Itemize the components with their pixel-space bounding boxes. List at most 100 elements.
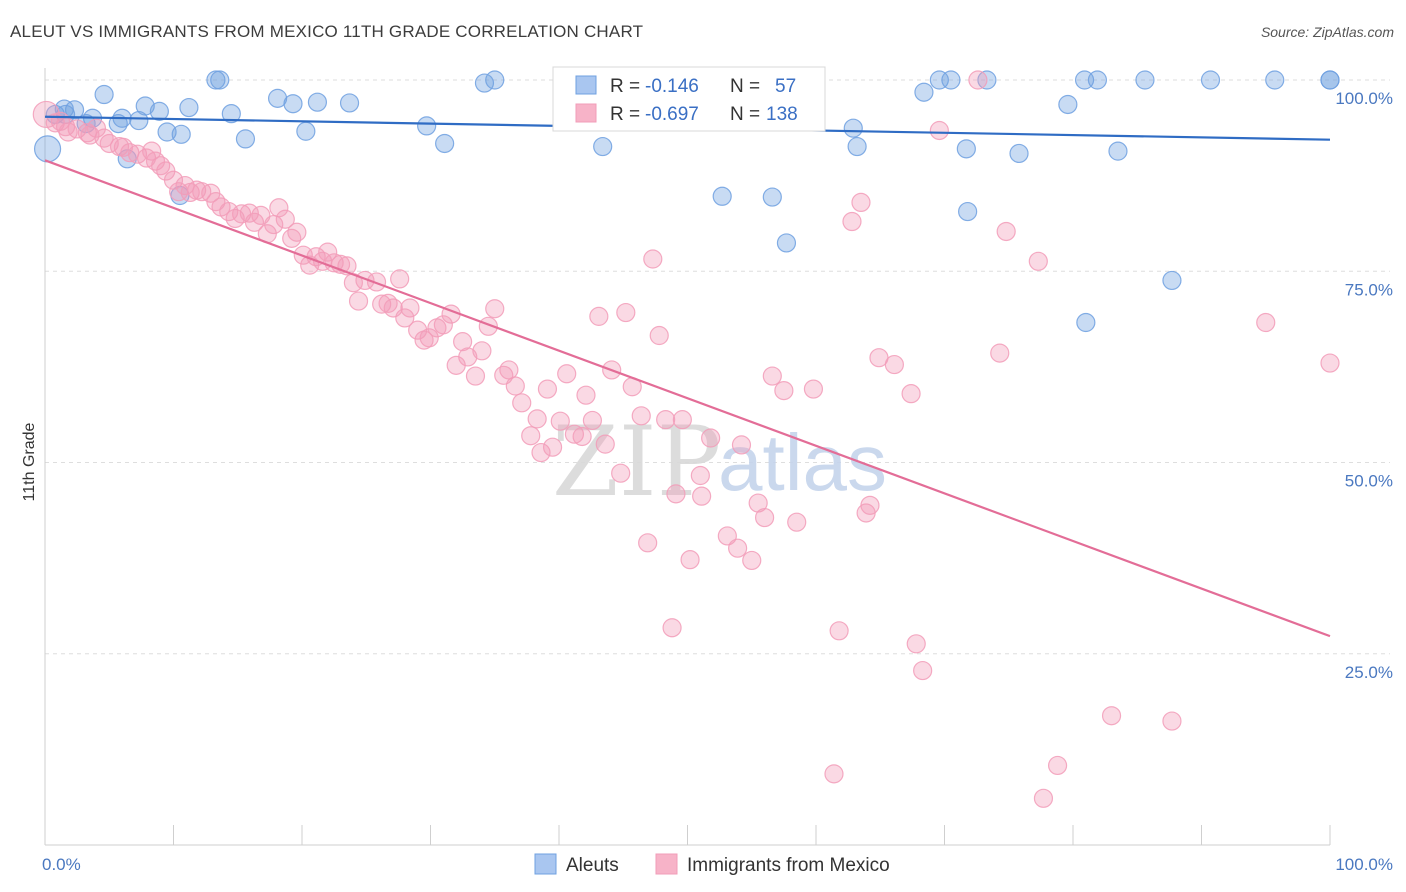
y-axis-label: 11th Grade (21, 422, 38, 501)
stats-legend: R = -0.146 N = 57 R = -0.697 N = 138 (552, 66, 826, 132)
point-s1-73 (499, 360, 519, 380)
x-tick-label-0: 0.0% (42, 855, 81, 874)
point-s1-118 (851, 192, 871, 212)
point-s1-86 (582, 410, 603, 431)
point-s0-33 (712, 186, 732, 206)
point-s1-131 (1033, 788, 1054, 808)
point-s1-77 (527, 409, 547, 429)
point-s0-53 (1200, 70, 1221, 90)
point-s1-113 (787, 512, 807, 532)
series-legend: Aleuts Immigrants from Mexico (534, 853, 890, 876)
point-s1-81 (550, 411, 570, 431)
bottom-legend-swatch-aleuts (534, 853, 557, 875)
trend-line-1 (44, 159, 1331, 638)
point-s1-61 (419, 328, 439, 348)
legend-r-label-1: R = (610, 76, 640, 97)
point-s1-32 (239, 203, 259, 223)
x-tick-label-1: 100.0% (1335, 855, 1393, 874)
point-s1-104 (701, 428, 721, 448)
point-s1-74 (505, 376, 525, 396)
point-s1-59 (408, 320, 428, 340)
y-tick-label-1: 75.0% (1345, 280, 1393, 299)
bottom-legend-swatch-mexico (655, 853, 678, 875)
point-s1-88 (595, 434, 615, 454)
point-s1-95 (643, 249, 663, 269)
point-s0-17 (179, 97, 199, 118)
point-s1-129 (996, 221, 1016, 242)
legend-swatch-mexico (575, 103, 597, 123)
point-s1-102 (690, 465, 710, 486)
point-s0-23 (283, 94, 303, 114)
point-s1-27 (206, 192, 226, 212)
point-s0-38 (847, 136, 867, 157)
point-s1-105 (717, 526, 737, 546)
point-s1-114 (803, 379, 824, 399)
point-s0-42 (956, 139, 976, 159)
point-s1-120 (860, 495, 880, 515)
point-s1-130 (1028, 251, 1048, 271)
chart-source: Source: ZipAtlas.com (1260, 24, 1394, 40)
point-s1-39 (282, 228, 302, 248)
stats-legend-box (552, 66, 826, 132)
point-s0-40 (929, 70, 949, 90)
point-s1-66 (453, 332, 473, 352)
point-s0-7 (94, 84, 114, 105)
point-s1-117 (842, 211, 862, 232)
point-s1-93 (631, 406, 651, 426)
point-s1-101 (680, 550, 700, 570)
point-s0-22 (267, 88, 288, 108)
point-s1-134 (1162, 711, 1182, 731)
point-s1-9 (94, 128, 114, 148)
point-s0-50 (1108, 141, 1128, 161)
point-s1-106 (728, 538, 748, 558)
legend-n-label-1: N = (730, 76, 760, 97)
point-s0-4 (64, 100, 85, 120)
point-s1-45 (318, 242, 338, 262)
point-s1-50 (348, 291, 369, 311)
point-s1-40 (287, 222, 307, 242)
point-s1-37 (269, 198, 289, 218)
legend-n-value-2: 138 (766, 104, 798, 125)
point-s0-12 (135, 96, 155, 116)
legend-r-value-2: -0.697 (645, 104, 699, 125)
point-s1-125 (913, 660, 933, 681)
point-s0-43 (958, 201, 978, 222)
point-s1-68 (465, 366, 486, 386)
point-s0-20 (221, 104, 241, 124)
point-s1-84 (572, 426, 592, 447)
watermark: ZIP atlas (552, 406, 887, 518)
point-s0-48 (1076, 312, 1096, 333)
point-s1-112 (774, 380, 794, 401)
legend-r-label-2: R = (610, 104, 640, 125)
point-s0-31 (593, 136, 613, 157)
point-s0-16 (171, 124, 191, 144)
point-s0-51 (1135, 70, 1155, 90)
point-s1-38 (275, 209, 295, 229)
point-s1-20 (163, 170, 184, 190)
point-s1-94 (638, 533, 658, 553)
point-s0-52 (1162, 270, 1182, 291)
grid-lines (45, 79, 1390, 655)
point-s0-26 (339, 93, 360, 113)
bottom-legend-label-aleuts: Aleuts (566, 855, 619, 876)
point-s1-103 (692, 486, 712, 506)
point-s1-127 (968, 70, 988, 90)
point-s1-69 (472, 341, 492, 361)
point-s0-39 (914, 82, 934, 102)
x-tick-labels: 0.0% 100.0% (42, 855, 1393, 874)
point-s1-96 (649, 325, 669, 346)
series-1-points (32, 70, 1340, 808)
point-s1-99 (666, 484, 686, 504)
point-s1-57 (395, 308, 415, 328)
point-s1-123 (901, 384, 921, 404)
y-tick-labels: 100.0% 75.0% 50.0% 25.0% (1335, 89, 1393, 682)
point-s1-111 (762, 366, 782, 386)
point-s1-110 (754, 507, 775, 528)
point-s0-41 (941, 70, 961, 90)
point-s1-98 (662, 618, 682, 638)
point-s1-82 (557, 364, 577, 384)
point-s1-115 (824, 764, 844, 784)
point-s1-80 (542, 437, 563, 457)
point-s1-122 (884, 354, 904, 375)
